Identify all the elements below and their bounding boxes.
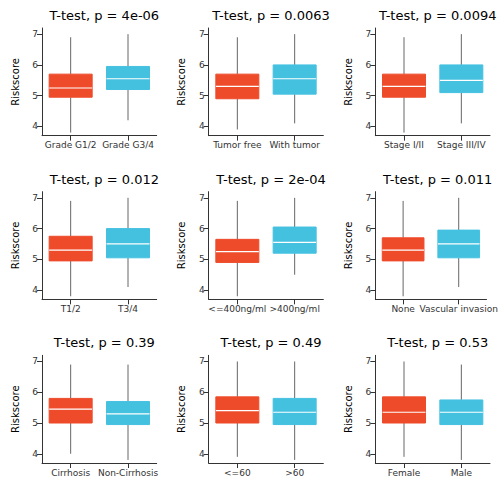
svg-text:Riskscore: Riskscore xyxy=(176,222,187,270)
svg-text:>400ng/ml: >400ng/ml xyxy=(269,304,319,314)
svg-text:Tumor free: Tumor free xyxy=(212,140,262,150)
svg-text:7: 7 xyxy=(199,193,205,203)
svg-text:T-test, p = 0.49: T-test, p = 0.49 xyxy=(219,335,321,350)
svg-text:T-test, p = 0.39: T-test, p = 0.39 xyxy=(53,335,155,350)
svg-text:Grade G1/2: Grade G1/2 xyxy=(45,140,97,150)
svg-text:4: 4 xyxy=(366,285,372,295)
svg-text:None: None xyxy=(391,304,415,314)
svg-text:4: 4 xyxy=(366,449,372,459)
svg-text:Female: Female xyxy=(388,468,421,478)
svg-text:5: 5 xyxy=(32,254,38,264)
svg-text:6: 6 xyxy=(199,224,205,234)
svg-text:7: 7 xyxy=(199,29,205,39)
svg-text:Grade G3/4: Grade G3/4 xyxy=(102,140,154,150)
svg-text:Vascular invasion: Vascular invasion xyxy=(420,304,498,314)
svg-text:5: 5 xyxy=(199,418,205,428)
svg-text:>60: >60 xyxy=(285,468,304,478)
svg-text:Riskscore: Riskscore xyxy=(343,222,354,270)
svg-text:5: 5 xyxy=(366,418,372,428)
svg-text:6: 6 xyxy=(366,387,372,397)
svg-text:With tumor: With tumor xyxy=(269,140,320,150)
svg-text:7: 7 xyxy=(366,29,372,39)
svg-text:6: 6 xyxy=(199,387,205,397)
svg-text:6: 6 xyxy=(32,224,38,234)
svg-text:5: 5 xyxy=(366,254,372,264)
svg-text:7: 7 xyxy=(199,356,205,366)
svg-text:4: 4 xyxy=(32,449,38,459)
svg-text:5: 5 xyxy=(32,418,38,428)
svg-text:4: 4 xyxy=(199,121,205,131)
svg-text:6: 6 xyxy=(366,224,372,234)
svg-text:7: 7 xyxy=(32,29,38,39)
svg-text:T-test, p = 0.0063: T-test, p = 0.0063 xyxy=(211,8,330,23)
svg-text:6: 6 xyxy=(199,60,205,70)
svg-text:Riskscore: Riskscore xyxy=(10,222,21,270)
svg-text:4: 4 xyxy=(199,449,205,459)
svg-text:7: 7 xyxy=(32,356,38,366)
svg-text:6: 6 xyxy=(32,60,38,70)
svg-text:T-test, p = 0.53: T-test, p = 0.53 xyxy=(386,335,488,350)
svg-text:4: 4 xyxy=(366,121,372,131)
svg-text:Cirrhosis: Cirrhosis xyxy=(51,468,90,478)
svg-text:T-test, p = 0.0094: T-test, p = 0.0094 xyxy=(378,8,497,23)
svg-text:<=400ng/ml: <=400ng/ml xyxy=(208,304,266,314)
svg-text:Stage I/II: Stage I/II xyxy=(384,140,424,150)
svg-text:7: 7 xyxy=(32,193,38,203)
svg-text:5: 5 xyxy=(199,91,205,101)
svg-text:Riskscore: Riskscore xyxy=(176,385,187,433)
svg-text:5: 5 xyxy=(32,91,38,101)
svg-text:Riskscore: Riskscore xyxy=(176,58,187,106)
svg-text:Riskscore: Riskscore xyxy=(343,385,354,433)
svg-text:7: 7 xyxy=(366,356,372,366)
svg-text:T-test, p = 2e-04: T-test, p = 2e-04 xyxy=(215,172,326,187)
svg-text:4: 4 xyxy=(32,285,38,295)
svg-text:Non-Cirrhosis: Non-Cirrhosis xyxy=(98,468,158,478)
svg-text:T3/4: T3/4 xyxy=(117,304,138,314)
svg-text:4: 4 xyxy=(199,285,205,295)
svg-text:4: 4 xyxy=(32,121,38,131)
svg-text:5: 5 xyxy=(199,254,205,264)
svg-text:5: 5 xyxy=(366,91,372,101)
svg-text:T1/2: T1/2 xyxy=(60,304,81,314)
svg-text:6: 6 xyxy=(366,60,372,70)
svg-text:7: 7 xyxy=(366,193,372,203)
svg-text:Male: Male xyxy=(451,468,473,478)
svg-text:Riskscore: Riskscore xyxy=(343,58,354,106)
svg-text:Riskscore: Riskscore xyxy=(10,385,21,433)
svg-text:T-test, p = 0.011: T-test, p = 0.011 xyxy=(382,172,492,187)
svg-text:<=60: <=60 xyxy=(224,468,251,478)
svg-text:T-test, p = 0.012: T-test, p = 0.012 xyxy=(49,172,159,187)
svg-text:6: 6 xyxy=(32,387,38,397)
svg-text:Riskscore: Riskscore xyxy=(10,58,21,106)
svg-text:T-test, p = 4e-06: T-test, p = 4e-06 xyxy=(49,8,160,23)
svg-text:Stage III/IV: Stage III/IV xyxy=(437,140,487,150)
